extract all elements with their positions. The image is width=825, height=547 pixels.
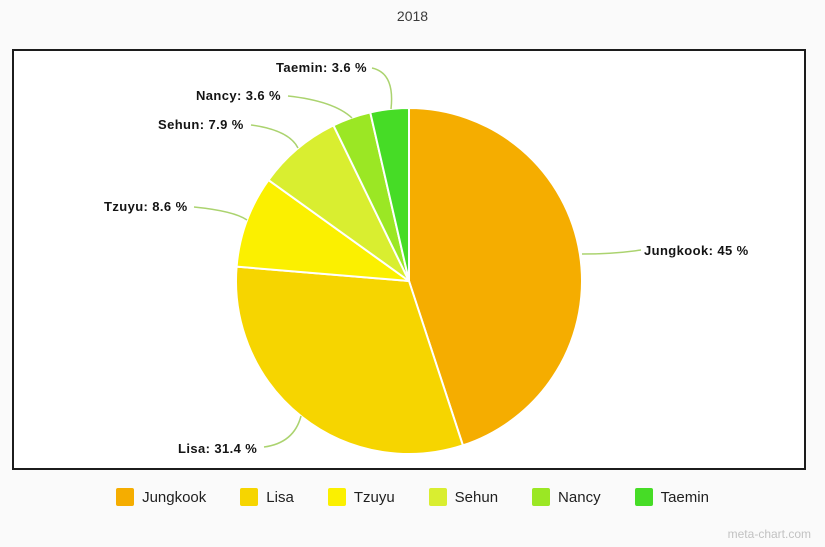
slice-label-nancy: Nancy: 3.6 % <box>196 88 282 103</box>
legend: Jungkook Lisa Tzuyu Sehun Nancy Taemin <box>0 488 825 506</box>
slice-label-tzuyu: Tzuyu: 8.6 % <box>104 199 188 214</box>
legend-label: Sehun <box>454 488 499 506</box>
leader-line-sehun <box>250 124 299 149</box>
pie-slice-lisa <box>235 265 464 455</box>
leader-line-nancy <box>287 95 353 119</box>
pie-slice-jungkook <box>408 107 583 447</box>
legend-swatch-taemin <box>634 488 653 506</box>
legend-swatch-nancy <box>532 488 551 506</box>
watermark: meta-chart.com <box>727 527 811 541</box>
slice-label-sehun: Sehun: 7.9 % <box>158 117 244 132</box>
leader-line-taemin <box>371 67 393 110</box>
pie-slice-taemin <box>369 107 410 282</box>
legend-label: Tzuyu <box>353 488 395 506</box>
legend-swatch-jungkook <box>116 488 135 506</box>
slice-label-taemin: Taemin: 3.6 % <box>276 60 367 75</box>
leader-line-lisa <box>263 415 302 448</box>
slice-label-lisa: Lisa: 31.4 % <box>178 441 258 456</box>
legend-label: Taemin <box>660 488 709 506</box>
legend-item-taemin: Taemin <box>634 488 709 506</box>
pie-slice-tzuyu <box>235 179 410 282</box>
legend-swatch-sehun <box>428 488 447 506</box>
legend-item-tzuyu: Tzuyu <box>327 488 395 506</box>
leader-line-tzuyu <box>193 206 248 221</box>
legend-item-sehun: Sehun <box>428 488 499 506</box>
pie-chart <box>193 67 642 455</box>
leader-line-jungkook <box>581 249 642 255</box>
legend-item-jungkook: Jungkook <box>116 488 206 506</box>
legend-swatch-tzuyu <box>327 488 346 506</box>
legend-item-lisa: Lisa <box>240 488 294 506</box>
legend-label: Lisa <box>266 488 294 506</box>
legend-label: Jungkook <box>142 488 207 506</box>
chart-area: Jungkook: 45 % Lisa: 31.4 % Tzuyu: 8.6 % Se… <box>12 49 806 470</box>
legend-swatch-lisa <box>240 488 259 506</box>
legend-item-nancy: Nancy <box>532 488 601 506</box>
chart-title: 2018 <box>396 8 429 24</box>
legend-label: Nancy <box>558 488 601 506</box>
slice-label-jungkook: Jungkook: 45 % <box>644 243 749 258</box>
